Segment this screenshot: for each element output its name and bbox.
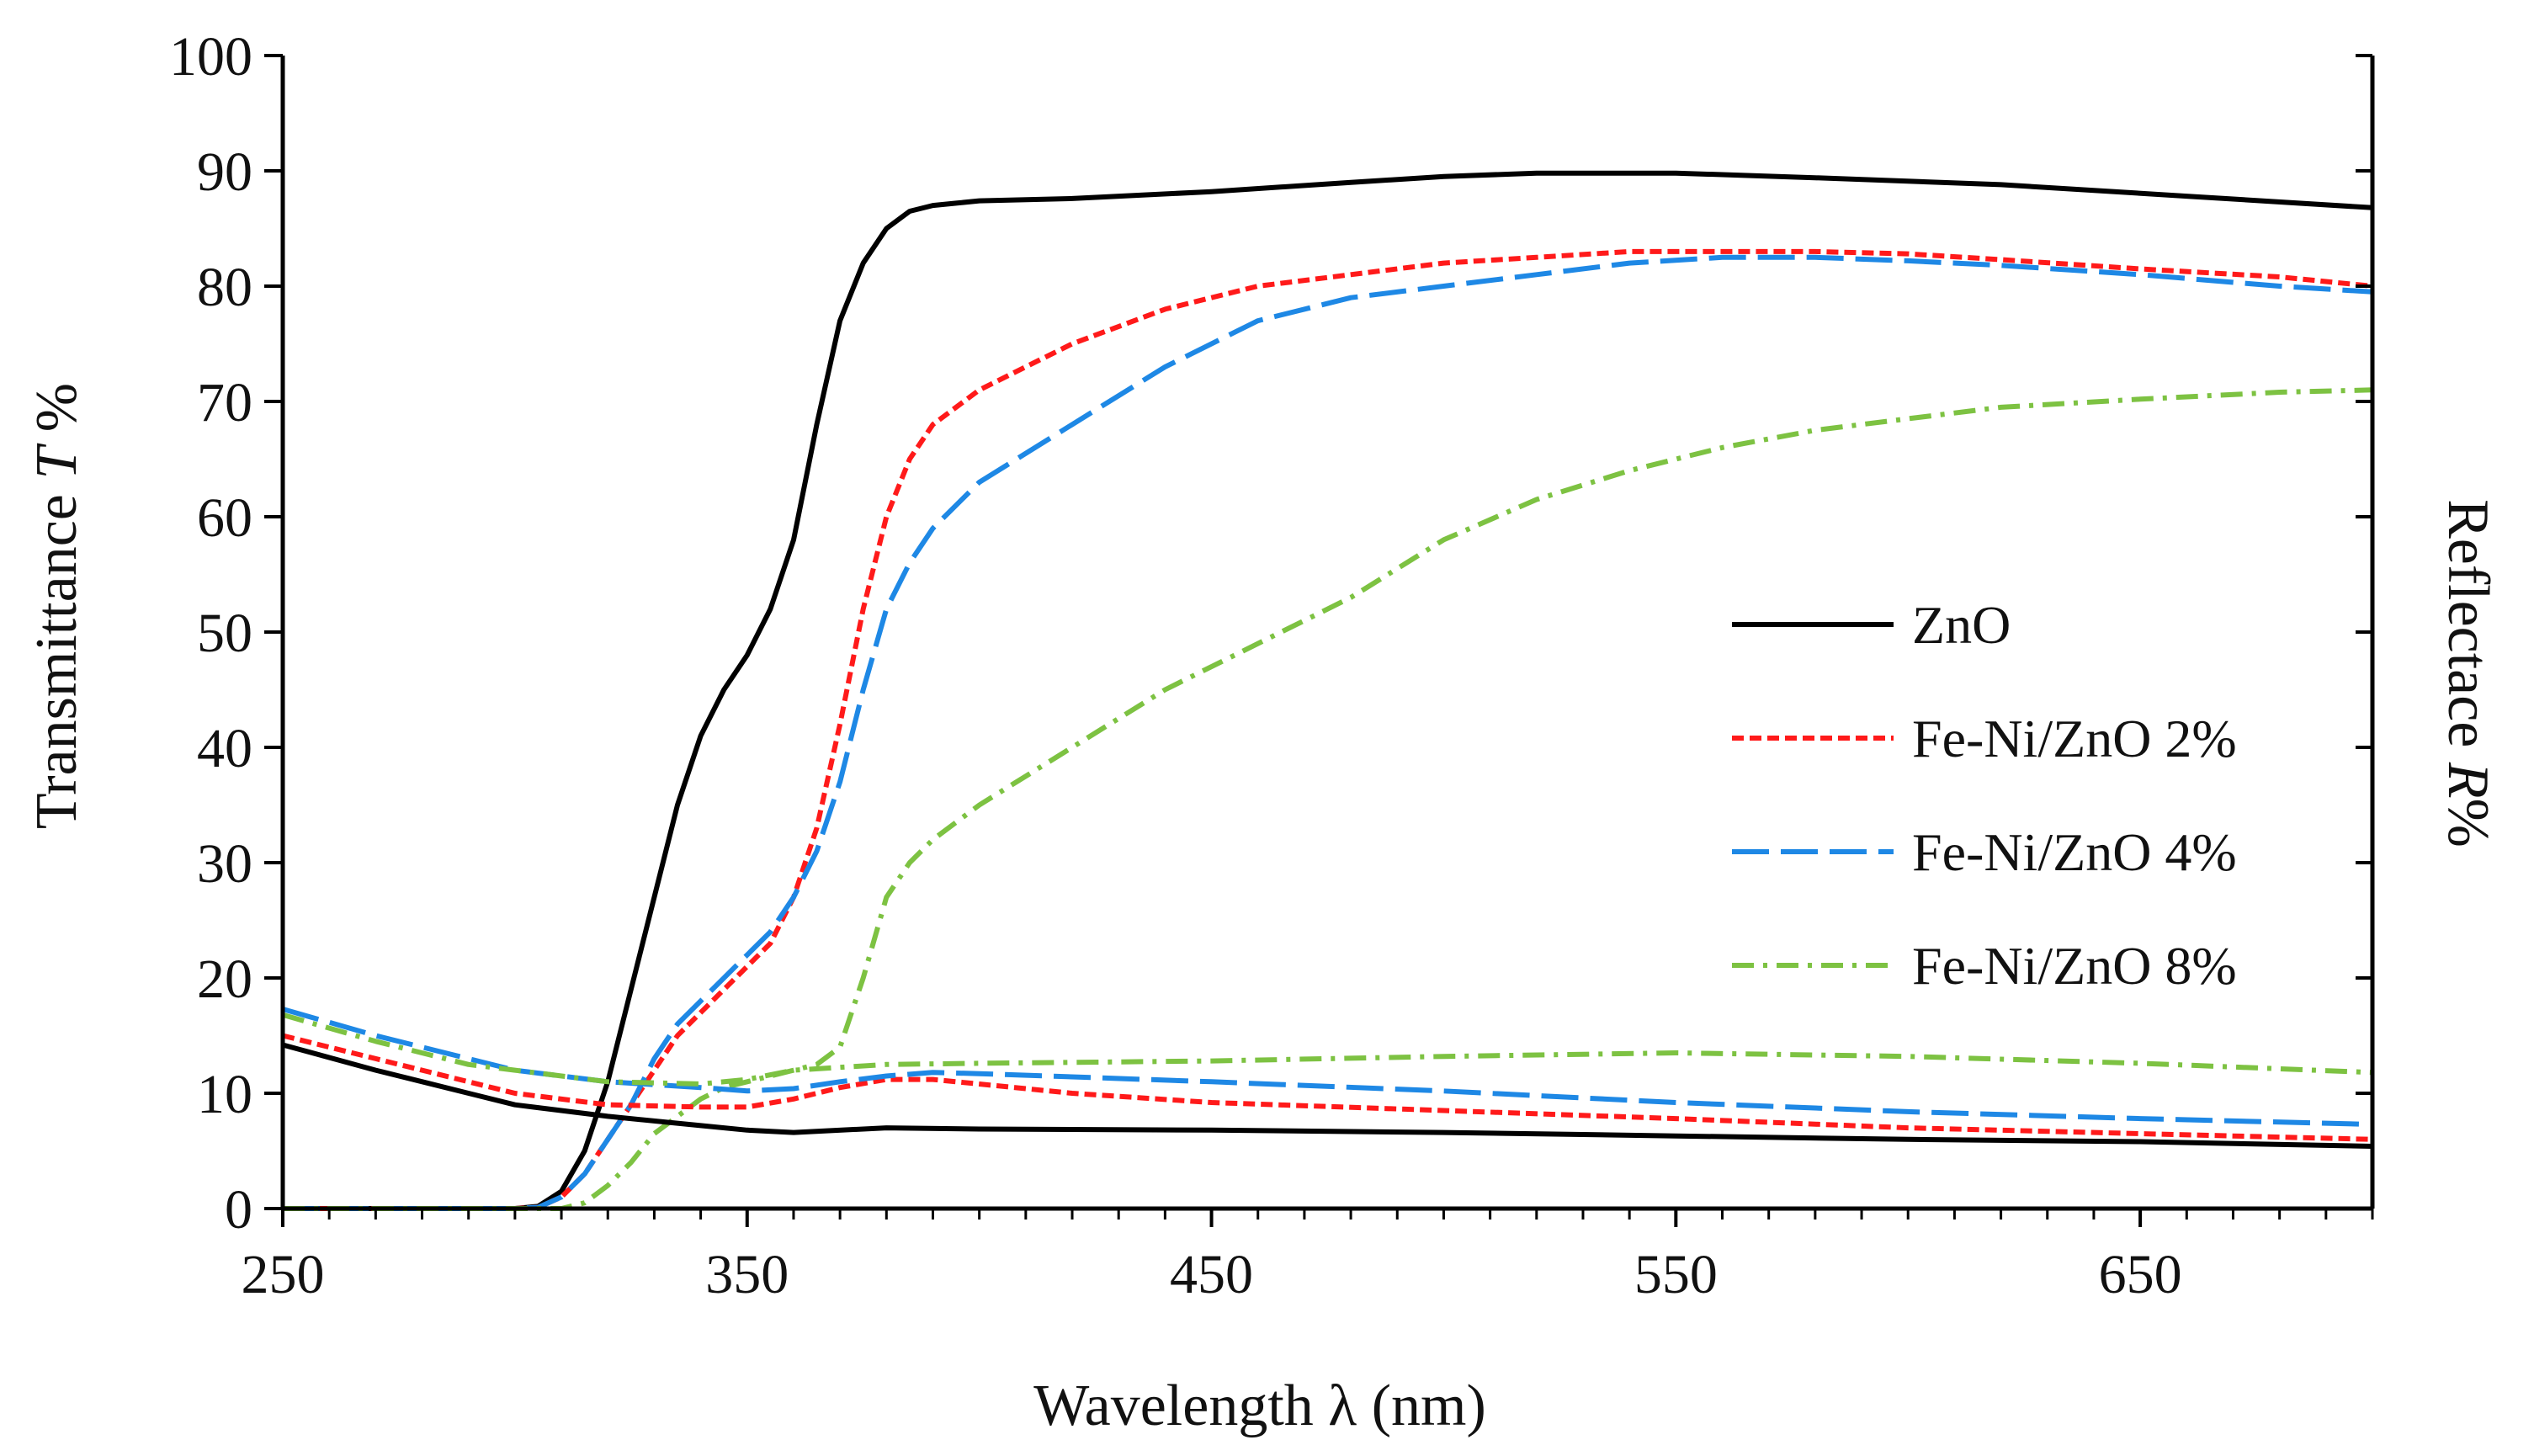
y-tick-label: 20: [197, 949, 252, 1010]
y-axis-title-left-symbol: T: [24, 443, 89, 480]
y-axis-title-right-prefix: Reflectace: [2436, 499, 2500, 763]
x-tick-label: 450: [1170, 1244, 1253, 1305]
x-tick-label: 350: [705, 1244, 789, 1305]
series-line-fe-ni-zno-8-reflectance: [282, 1012, 2373, 1087]
x-tick-label: 250: [242, 1244, 325, 1305]
series-line-zno-transmittance: [283, 170, 2373, 1211]
y-axis-title-left: Transmittance T %: [24, 383, 89, 829]
y-tick-label: 90: [197, 141, 252, 203]
legend-label-fe-ni-zno-8: Fe-Ni/ZnO 8%: [1912, 936, 2237, 996]
x-axis-title: Wavelength λ (nm): [1033, 1374, 1486, 1438]
y-tick-label: 0: [225, 1179, 252, 1241]
x-tick-label: 550: [1634, 1244, 1718, 1305]
series-line-zno-reflectance: [282, 1042, 2373, 1149]
y-axis-title-right: Reflectace R%: [2436, 499, 2500, 848]
y-tick-label: 30: [197, 833, 252, 895]
x-tick-label: 650: [2099, 1244, 2182, 1305]
series-line-fe-ni-zno-8-transmittance: [283, 387, 2373, 1211]
series-line-fe-ni-zno-4-reflectance: [282, 1007, 2373, 1127]
y-tick-label: 70: [197, 372, 252, 433]
y-tick-label: 10: [197, 1064, 252, 1125]
legend: ZnO Fe-Ni/ZnO 2% Fe-Ni/ZnO 4% Fe-Ni/ZnO 8%: [1732, 595, 2237, 996]
y-tick-label: 80: [197, 257, 252, 318]
series-line-fe-ni-zno-2-reflectance: [282, 1033, 2373, 1142]
legend-label-zno: ZnO: [1912, 595, 2011, 655]
legend-label-fe-ni-zno-4: Fe-Ni/ZnO 4%: [1912, 822, 2237, 882]
y-tick-label: 60: [197, 487, 252, 549]
tick-labels-layer: 250 350 450 550 650 0 10 20 30 40 50 60 70 80 90 100: [169, 26, 2182, 1305]
y-axis-title-right-suffix: %: [2436, 799, 2500, 848]
y-axis-title-left-prefix: Transmittance: [24, 480, 89, 829]
y-axis-title-left-suffix: %: [24, 383, 89, 447]
axes-layer: [264, 54, 2375, 1227]
y-tick-label: 50: [197, 603, 252, 664]
y-tick-label: 40: [197, 718, 252, 779]
y-tick-label: 100: [169, 26, 252, 88]
y-axis-title-right-symbol: R: [2436, 762, 2500, 799]
legend-label-fe-ni-zno-2: Fe-Ni/ZnO 2%: [1912, 709, 2237, 768]
series-layer: [282, 170, 2373, 1211]
